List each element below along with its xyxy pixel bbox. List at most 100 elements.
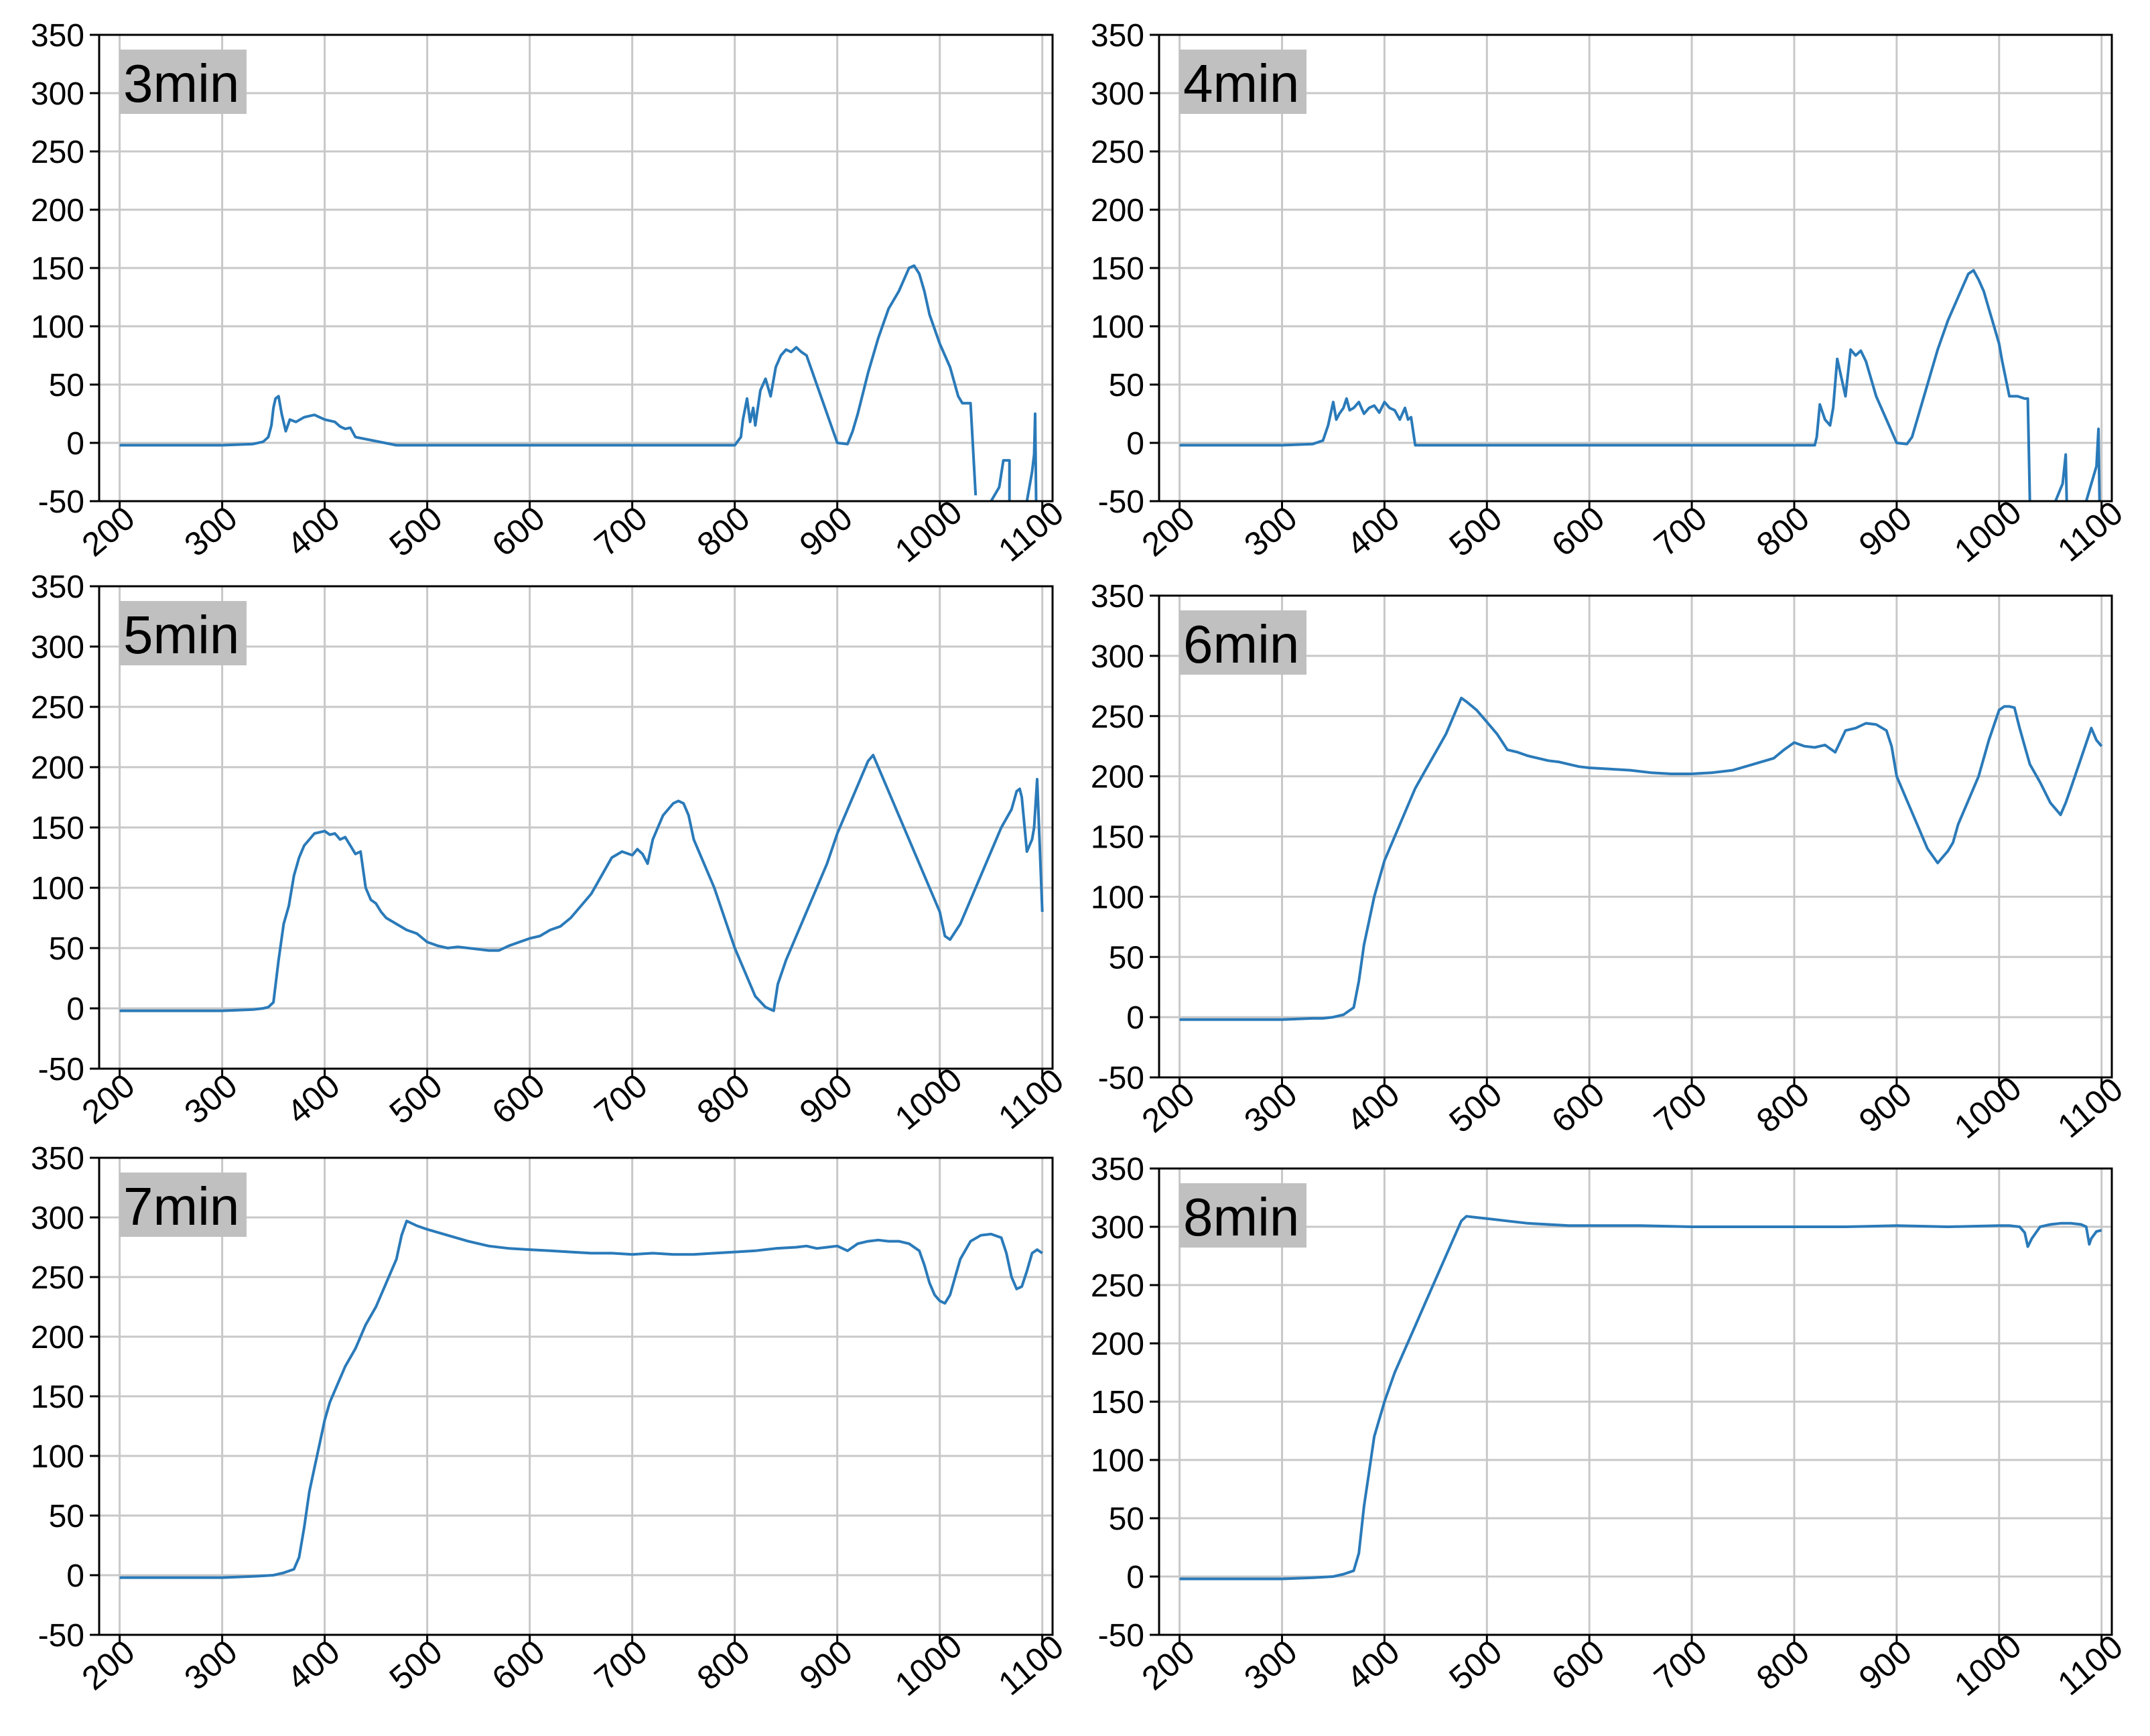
x-tick-label: 600 <box>1544 1075 1611 1140</box>
y-tick-label: 0 <box>1126 426 1144 462</box>
x-tick-label: 400 <box>280 1067 347 1132</box>
x-tick-label: 1000 <box>888 493 969 570</box>
series-line-3min-segment-2 <box>1025 412 1038 501</box>
panel-label-box <box>119 1173 247 1237</box>
x-tick-label: 400 <box>280 1633 347 1698</box>
series-line-7min-segment-0 <box>119 1219 1043 1579</box>
x-tick-label: 800 <box>1749 1075 1816 1140</box>
y-tick-label: 250 <box>31 1260 84 1296</box>
x-tick-label: 300 <box>178 499 245 564</box>
x-tick-label: 500 <box>383 1633 450 1698</box>
x-tick-label: 500 <box>383 499 450 564</box>
y-tick-label: 0 <box>66 1558 84 1594</box>
series-line-4min-segment-1 <box>2054 453 2068 501</box>
y-tick-label: 0 <box>1126 1560 1144 1595</box>
x-tick-label: 900 <box>1852 1633 1919 1698</box>
y-tick-label: 100 <box>1091 880 1144 915</box>
x-tick-label: 1100 <box>2051 494 2130 569</box>
y-tick-label: -50 <box>38 484 84 520</box>
plot-frame <box>1158 1167 2113 1636</box>
chart-panel-6min: 200 300 400 500 600 700 800 900 1000 110035030025… <box>1091 579 2130 1146</box>
x-tick-label: 300 <box>1237 499 1304 564</box>
x-tick-label: 300 <box>1237 1633 1304 1698</box>
plot-frame <box>1158 594 2113 1079</box>
panel-label: 6min <box>1183 614 1299 674</box>
plot-frame <box>98 585 1054 1070</box>
y-tick-label: 250 <box>1091 1268 1144 1304</box>
panel-label-box <box>1179 50 1306 114</box>
y-tick-label: 200 <box>31 193 84 228</box>
y-tick-label: -50 <box>38 1052 84 1087</box>
x-tick-label: 800 <box>1749 499 1816 564</box>
y-tick-label: 100 <box>31 871 84 907</box>
x-tick-label: 400 <box>1340 499 1407 564</box>
x-tick-label: 1000 <box>888 1061 969 1137</box>
y-tick-label: 350 <box>1091 579 1144 614</box>
x-tick-label: 1100 <box>992 1061 1071 1136</box>
panel-label-box <box>119 601 247 665</box>
y-tick-label: 50 <box>49 931 84 967</box>
y-tick-label: 150 <box>1091 1385 1144 1420</box>
x-tick-label: 700 <box>1647 499 1714 564</box>
x-tick-label: 700 <box>588 499 655 564</box>
x-tick-label: 1100 <box>2051 1627 2130 1702</box>
series-line-5min-segment-0 <box>119 754 1044 1012</box>
y-tick-label: 0 <box>1126 1000 1144 1036</box>
y-tick-label: 250 <box>31 690 84 726</box>
x-tick-label: 900 <box>1852 499 1919 564</box>
y-tick-label: 200 <box>1091 1327 1144 1362</box>
y-tick-label: 300 <box>31 630 84 665</box>
y-tick-label: 100 <box>1091 1443 1144 1479</box>
plot-frame <box>1158 34 2113 503</box>
y-tick-label: -50 <box>1098 484 1144 520</box>
plot-frame <box>98 34 1054 503</box>
y-tick-label: 300 <box>1091 639 1144 675</box>
y-tick-label: 100 <box>31 310 84 345</box>
series-line-8min-segment-0 <box>1179 1215 2102 1581</box>
y-tick-label: 350 <box>31 1141 84 1177</box>
panel-label: 7min <box>123 1177 239 1236</box>
panel-label-box <box>119 50 247 114</box>
x-tick-label: 900 <box>793 1067 860 1132</box>
x-tick-label: 500 <box>1442 1075 1509 1140</box>
x-tick-label: 600 <box>485 499 552 564</box>
y-tick-label: 50 <box>1109 1501 1144 1537</box>
y-tick-label: 150 <box>1091 820 1144 856</box>
x-tick-label: 1000 <box>1947 1627 2028 1703</box>
x-tick-label: 700 <box>1647 1075 1714 1140</box>
x-tick-label: 500 <box>1442 499 1509 564</box>
plot-frame <box>98 1156 1054 1636</box>
panel-label: 4min <box>1183 54 1299 113</box>
x-tick-label: 300 <box>178 1067 245 1132</box>
x-tick-label: 800 <box>690 1067 757 1132</box>
y-tick-label: 350 <box>1091 1152 1144 1187</box>
x-tick-label: 1100 <box>992 1627 1071 1702</box>
x-tick-label: 1000 <box>1947 493 2028 570</box>
y-tick-label: 50 <box>49 1499 84 1534</box>
x-tick-label: 200 <box>1135 1633 1202 1698</box>
y-tick-label: 300 <box>31 76 84 112</box>
y-tick-label: 150 <box>31 811 84 846</box>
x-tick-label: 900 <box>793 1633 860 1698</box>
x-tick-label: 200 <box>75 1067 142 1132</box>
y-tick-label: 0 <box>66 426 84 462</box>
y-tick-label: -50 <box>1098 1061 1144 1096</box>
y-tick-label: 350 <box>31 18 84 54</box>
y-tick-label: 300 <box>31 1201 84 1236</box>
y-tick-label: 150 <box>31 1380 84 1415</box>
y-tick-label: 300 <box>1091 76 1144 112</box>
x-tick-label: 800 <box>690 1633 757 1698</box>
series-line-6min-segment-0 <box>1179 696 2103 1021</box>
y-tick-label: 100 <box>1091 310 1144 345</box>
y-tick-label: 50 <box>1109 368 1144 403</box>
series-line-4min-segment-0 <box>1179 269 2031 501</box>
series-line-4min-segment-2 <box>2084 427 2101 501</box>
x-tick-label: 400 <box>1340 1633 1407 1698</box>
x-tick-label: 600 <box>485 1067 552 1132</box>
x-tick-label: 900 <box>1852 1075 1919 1140</box>
y-tick-label: 150 <box>31 251 84 287</box>
chart-panel-7min: 200 300 400 500 600 700 800 900 1000 110035030025… <box>31 1141 1071 1703</box>
y-tick-label: -50 <box>1098 1618 1144 1654</box>
x-tick-label: 700 <box>588 1067 655 1132</box>
